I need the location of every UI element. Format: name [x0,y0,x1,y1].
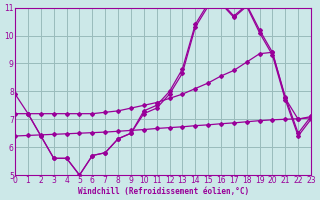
X-axis label: Windchill (Refroidissement éolien,°C): Windchill (Refroidissement éolien,°C) [77,187,249,196]
